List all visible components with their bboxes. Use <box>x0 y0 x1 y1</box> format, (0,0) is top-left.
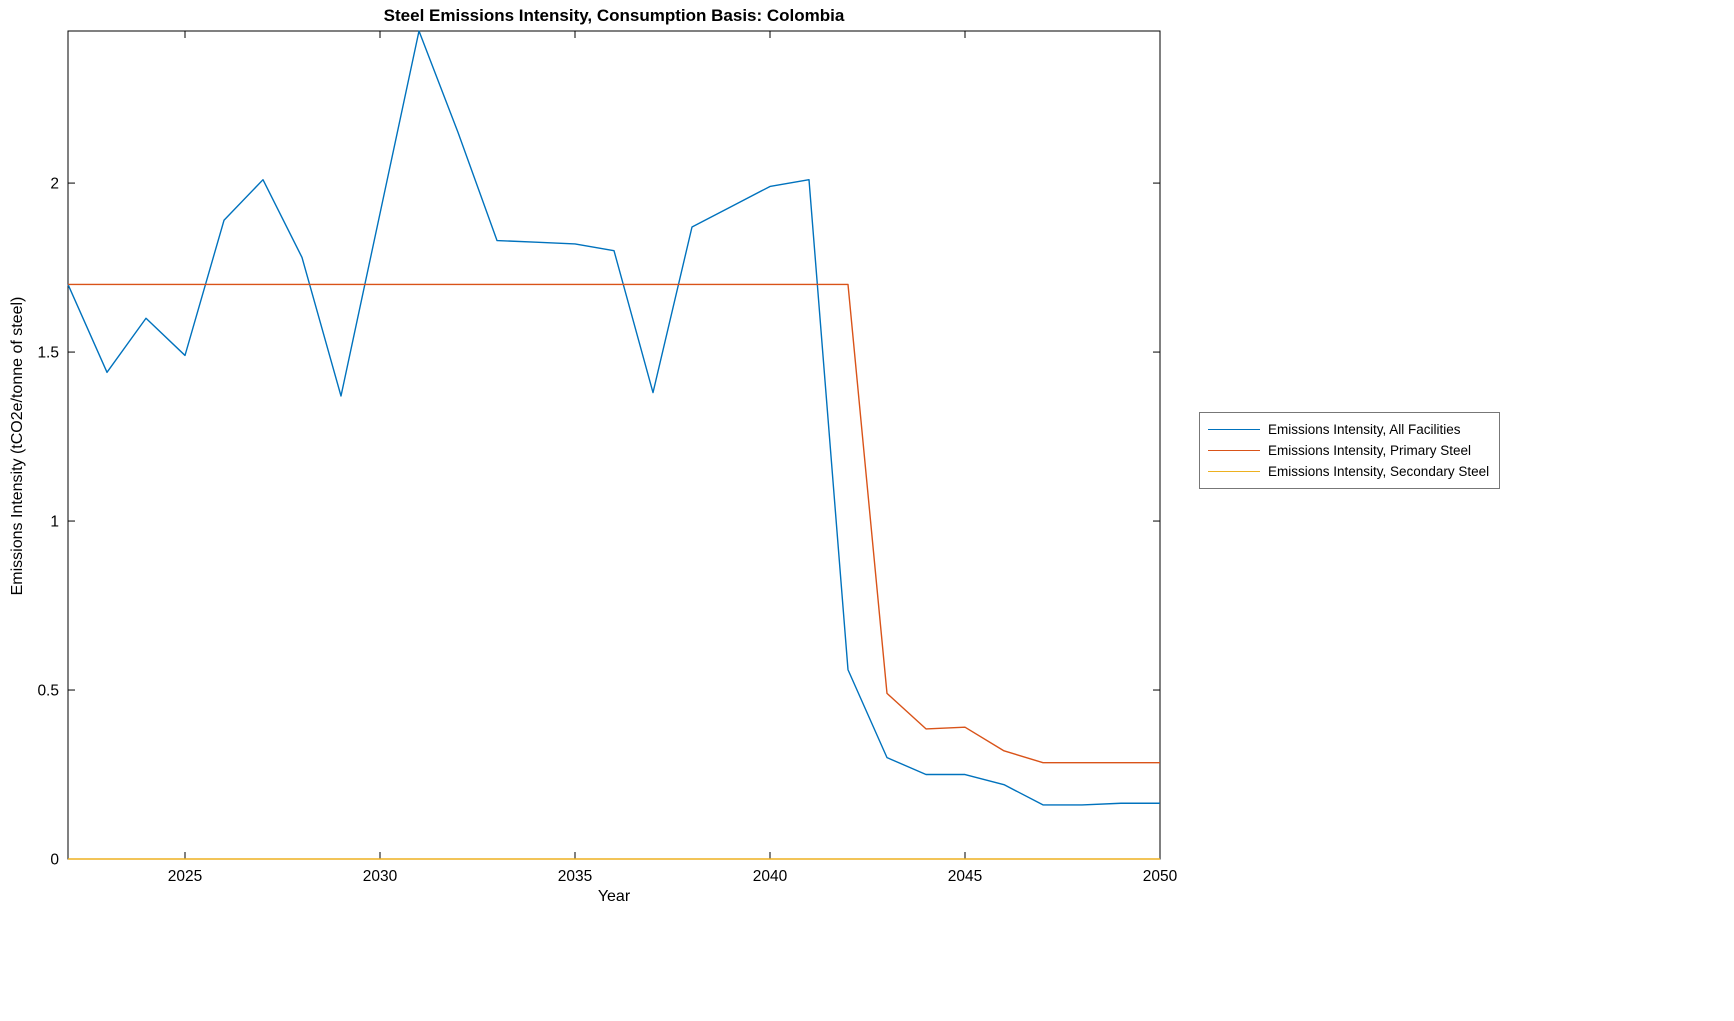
svg-text:2035: 2035 <box>558 868 592 885</box>
chart-title: Steel Emissions Intensity, Consumption B… <box>383 6 845 25</box>
legend: Emissions Intensity, All Facilities Emis… <box>1199 412 1501 489</box>
svg-text:0: 0 <box>50 852 59 869</box>
svg-text:2030: 2030 <box>363 868 398 885</box>
svg-text:2025: 2025 <box>168 868 202 885</box>
legend-item: Emissions Intensity, Secondary Steel <box>1208 461 1489 482</box>
svg-text:2: 2 <box>50 176 59 193</box>
svg-text:1.5: 1.5 <box>37 345 59 362</box>
legend-label: Emissions Intensity, Secondary Steel <box>1268 464 1490 479</box>
svg-text:2045: 2045 <box>948 868 982 885</box>
svg-text:1: 1 <box>50 514 59 531</box>
legend-item: Emissions Intensity, All Facilities <box>1208 419 1489 440</box>
svg-text:2040: 2040 <box>753 868 788 885</box>
legend-item: Emissions Intensity, Primary Steel <box>1208 440 1489 461</box>
legend-label: Emissions Intensity, Primary Steel <box>1268 443 1472 458</box>
legend-label: Emissions Intensity, All Facilities <box>1268 422 1461 437</box>
x-axis-label: Year <box>597 888 631 905</box>
y-axis-label: Emissions Intensity (tCO2e/tonne of stee… <box>9 296 26 596</box>
legend-line-swatch <box>1208 450 1260 451</box>
legend-line-swatch <box>1208 429 1260 430</box>
svg-text:0.5: 0.5 <box>37 683 59 700</box>
svg-text:2050: 2050 <box>1143 868 1178 885</box>
legend-line-swatch <box>1208 471 1260 472</box>
